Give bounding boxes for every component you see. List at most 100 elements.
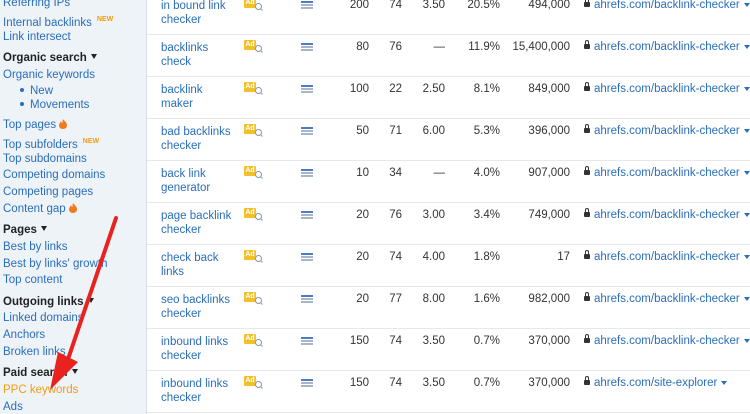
serp-features-icon[interactable]: Ad [244, 376, 262, 389]
cpc-cell: 3.50 [422, 377, 445, 389]
bullet-icon [20, 87, 24, 92]
keyword-link[interactable]: check back links [161, 251, 241, 279]
serp-position-icon[interactable] [301, 127, 313, 136]
magnifier-icon [255, 87, 262, 94]
sidebar: Referring IPs Internal backlinks NEW Link i… [0, 0, 147, 414]
landing-url-link[interactable]: ahrefs.com/backlink-checker [584, 166, 750, 179]
traffic-share-cell: 8.1% [473, 83, 500, 95]
serp-position-icon[interactable] [301, 337, 313, 346]
serp-features-icon[interactable]: Ad [244, 124, 262, 137]
keyword-line: backlink [161, 84, 203, 96]
landing-url-link[interactable]: ahrefs.com/backlink-checker [584, 124, 750, 137]
serp-position-icon[interactable] [301, 43, 313, 52]
keyword-link[interactable]: bad backlinks checker [161, 125, 241, 153]
sidebar-item-top-pages[interactable]: Top pages [3, 118, 68, 132]
serp-position-icon[interactable] [301, 169, 313, 178]
chevron-down-icon[interactable] [721, 380, 728, 385]
serp-position-icon[interactable] [301, 253, 313, 262]
ad-badge-icon: Ad [244, 376, 256, 386]
sidebar-item-new[interactable]: New [20, 84, 53, 98]
keyword-link[interactable]: back link generator [161, 167, 241, 195]
traffic-share-cell: 20.5% [467, 0, 500, 11]
sidebar-item-movements[interactable]: Movements [20, 98, 89, 112]
keyword-link[interactable]: backlinks check [161, 41, 241, 69]
sidebar-item-referring-ips[interactable]: Referring IPs [3, 0, 70, 10]
keyword-line: checker [161, 392, 202, 404]
chevron-down-icon[interactable] [743, 338, 750, 343]
serp-features-icon[interactable]: Ad [244, 208, 262, 221]
sidebar-item-label: Top subdomains [3, 153, 87, 165]
keyword-link[interactable]: backlink maker [161, 83, 241, 111]
sidebar-item-top-subfolders[interactable]: Top subfolders NEW [3, 135, 99, 152]
sidebar-item-label: Referring IPs [3, 0, 71, 9]
sidebar-item-internal-backlinks[interactable]: Internal backlinks NEW [3, 13, 113, 30]
sidebar-item-broken-links[interactable]: Broken links [3, 345, 66, 359]
cpc-cell: 8.00 [422, 293, 445, 305]
cpc-cell: 2.50 [422, 83, 445, 95]
keyword-link[interactable]: page backlink checker [161, 209, 241, 237]
traffic-share-cell: 1.8% [473, 251, 500, 263]
chevron-down-icon[interactable] [743, 2, 750, 7]
serp-features-icon[interactable]: Ad [244, 334, 262, 347]
keyword-link[interactable]: inbound links checker [161, 377, 241, 405]
sidebar-item-ppc-keywords[interactable]: PPC keywords [3, 383, 78, 397]
sidebar-section-outgoing-links[interactable]: Outgoing links [3, 295, 94, 309]
sidebar-item-link-intersect[interactable]: Link intersect [3, 30, 71, 44]
sidebar-item-label: Organic keywords [3, 69, 96, 81]
sidebar-section-organic-search[interactable]: Organic search [3, 51, 97, 65]
lock-icon [584, 376, 590, 386]
landing-url-link[interactable]: ahrefs.com/backlink-checker [584, 82, 750, 95]
sidebar-item-label: Ads [3, 401, 23, 413]
sidebar-item-ads[interactable]: Ads [3, 400, 23, 414]
serp-position-icon[interactable] [301, 1, 313, 10]
landing-url-link[interactable]: ahrefs.com/backlink-checker [584, 292, 750, 305]
serp-features-icon[interactable]: Ad [244, 82, 262, 95]
sidebar-item-top-content[interactable]: Top content [3, 273, 62, 287]
landing-url-link[interactable]: ahrefs.com/backlink-checker [584, 208, 750, 221]
landing-url-link[interactable]: ahrefs.com/site-explorer [584, 376, 728, 389]
cpc-cell: 3.50 [422, 0, 445, 11]
landing-url-link[interactable]: ahrefs.com/backlink-checker [584, 250, 750, 263]
serp-position-icon[interactable] [301, 85, 313, 94]
keyword-link[interactable]: in bound link checker [161, 0, 241, 27]
sidebar-item-best-by-links-growth[interactable]: Best by links' growth [3, 257, 107, 271]
kd-cell: 34 [389, 167, 402, 179]
chevron-down-icon[interactable] [743, 254, 750, 259]
chevron-down-icon[interactable] [743, 128, 750, 133]
traffic-share-cell: 1.6% [473, 293, 500, 305]
sidebar-item-linked-domains[interactable]: Linked domains [3, 311, 84, 325]
serp-position-icon[interactable] [301, 379, 313, 388]
chevron-down-icon[interactable] [743, 170, 750, 175]
keyword-link[interactable]: seo backlinks checker [161, 293, 241, 321]
serp-features-icon[interactable]: Ad [244, 250, 262, 263]
chevron-down-icon[interactable] [743, 296, 750, 301]
serp-position-icon[interactable] [301, 295, 313, 304]
serp-features-icon[interactable]: Ad [244, 292, 262, 305]
serp-features-icon[interactable]: Ad [244, 40, 262, 53]
sidebar-item-competing-pages[interactable]: Competing pages [3, 185, 93, 199]
sidebar-item-anchors[interactable]: Anchors [3, 328, 45, 342]
sidebar-section-paid-search[interactable]: Paid search [3, 366, 78, 380]
sidebar-section-pages[interactable]: Pages [3, 223, 47, 237]
sidebar-item-content-gap[interactable]: Content gap [3, 202, 77, 216]
sidebar-item-top-subdomains[interactable]: Top subdomains [3, 152, 87, 166]
sidebar-item-organic-keywords[interactable]: Organic keywords [3, 68, 95, 82]
sidebar-item-label: Top pages [3, 119, 57, 131]
keyword-line: check [161, 56, 192, 68]
lock-icon [584, 166, 590, 176]
sidebar-item-best-by-links[interactable]: Best by links [3, 240, 68, 254]
volume-cell: 80 [356, 41, 369, 53]
landing-url-link[interactable]: ahrefs.com/backlink-checker [584, 334, 750, 347]
sidebar-item-competing-domains[interactable]: Competing domains [3, 168, 105, 182]
serp-features-icon[interactable]: Ad [244, 0, 262, 11]
landing-url-link[interactable]: ahrefs.com/backlink-checker [584, 0, 750, 11]
serp-position-icon[interactable] [301, 211, 313, 220]
ad-badge-icon: Ad [244, 334, 256, 344]
keyword-link[interactable]: inbound links checker [161, 335, 241, 363]
landing-url-link[interactable]: ahrefs.com/backlink-checker [584, 40, 750, 53]
chevron-down-icon[interactable] [743, 212, 750, 217]
serp-features-icon[interactable]: Ad [244, 166, 262, 179]
chevron-down-icon[interactable] [743, 86, 750, 91]
chevron-down-icon[interactable] [743, 44, 750, 49]
caret-down-icon [71, 369, 78, 375]
